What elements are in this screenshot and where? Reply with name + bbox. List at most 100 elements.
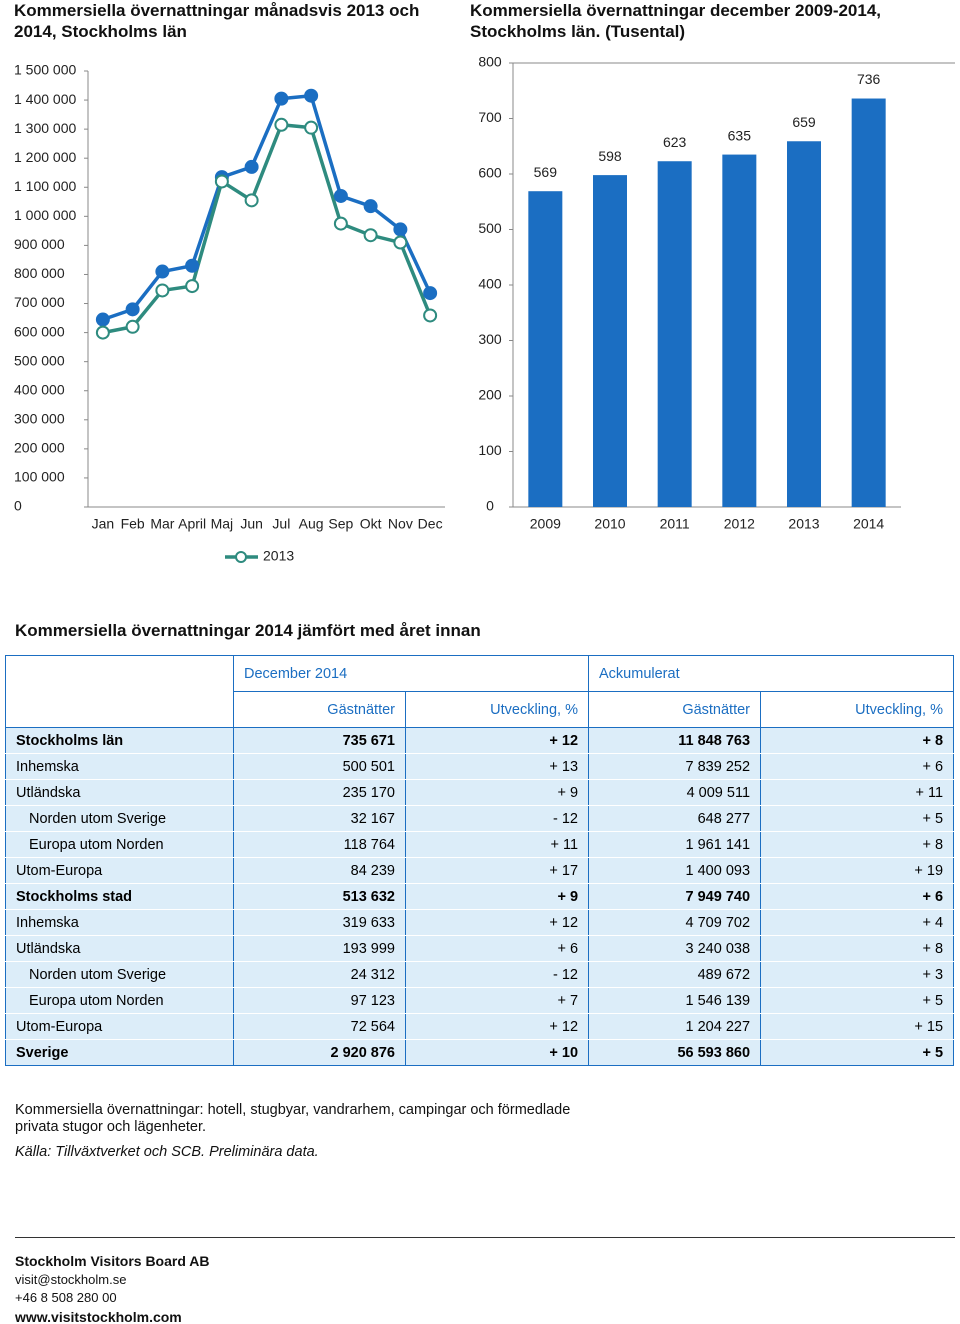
value-label: 598 [598, 148, 622, 164]
marker [304, 88, 319, 103]
column-header: Gästnätter [233, 691, 406, 728]
table-row: Inhemska 500 501 + 13 7 839 252 + 6 [5, 753, 955, 780]
divider [15, 1237, 955, 1238]
legend-marker [235, 551, 247, 563]
cell: 32 167 [233, 805, 406, 832]
column-header: Gästnätter [588, 691, 762, 728]
marker [304, 120, 319, 135]
y-tick-label: 0 [486, 498, 494, 514]
email: visit@stockholm.se [15, 1272, 127, 1287]
cell: 72 564 [233, 1013, 406, 1040]
cell: + 10 [404, 1039, 590, 1066]
cell: 4 709 702 [588, 909, 762, 936]
y-tick-label: 800 [478, 54, 502, 70]
row-label: Europa utom Norden [5, 987, 234, 1014]
cell: 1 204 227 [588, 1013, 762, 1040]
cell: 513 632 [233, 883, 406, 910]
x-tick-label: 2011 [660, 516, 690, 532]
cell: 56 593 860 [588, 1039, 762, 1066]
cell: + 4 [760, 909, 955, 936]
x-tick-label: 2013 [788, 516, 819, 532]
cell: + 8 [760, 727, 955, 754]
y-tick-label: 200 [478, 387, 502, 403]
table-row: Utom-Europa 84 239 + 17 1 400 093 + 19 [5, 857, 955, 884]
value-label: 736 [857, 71, 881, 87]
y-tick-label: 200 000 [14, 440, 65, 456]
column-header: Utveckling, % [760, 691, 955, 728]
marker [393, 235, 408, 250]
cell: + 9 [404, 883, 590, 910]
cell: + 8 [760, 935, 955, 962]
bar [528, 191, 563, 507]
bar [593, 175, 627, 508]
y-tick-label: 400 000 [14, 381, 65, 397]
x-tick-label: Feb [121, 516, 145, 532]
cell: + 9 [404, 779, 590, 806]
table-row: Europa utom Norden 118 764 + 11 1 961 141 + … [5, 831, 955, 858]
source: Källa: Tillväxtverket och SCB. Preliminä… [15, 1144, 319, 1160]
y-tick-label: 300 000 [14, 411, 65, 427]
y-tick-label: 700 [478, 109, 502, 125]
cell: + 6 [760, 753, 955, 780]
cell: 1 546 139 [588, 987, 762, 1014]
chart-title: Kommersiella övernattningar månadsvis 20… [14, 1, 420, 41]
y-tick-label: 700 000 [14, 294, 65, 310]
cell: 1 961 141 [588, 831, 762, 858]
row-label: Stockholms län [5, 727, 234, 754]
y-tick-label: 1 500 000 [14, 62, 76, 78]
cell: - 12 [404, 805, 590, 832]
table-title: Kommersiella övernattningar 2014 jämfört… [15, 621, 481, 640]
y-tick-label: 0 [14, 498, 22, 514]
cell: + 13 [404, 753, 590, 780]
marker [185, 258, 200, 273]
x-tick-label: Jan [92, 516, 115, 532]
marker [333, 188, 348, 203]
row-label: Europa utom Norden [5, 831, 234, 858]
x-tick-label: Aug [299, 516, 324, 532]
cell: - 12 [404, 961, 590, 988]
cell: + 6 [404, 935, 590, 962]
marker [95, 325, 110, 340]
x-tick-label: Mar [150, 516, 174, 532]
phone: +46 8 508 280 00 [15, 1290, 117, 1305]
row-label: Utländska [5, 935, 234, 962]
cell: 3 240 038 [588, 935, 762, 962]
marker [363, 228, 378, 243]
charts: 0 100 000 200 000 300 000 400 000 500 000 600 … [14, 54, 955, 564]
marker [274, 117, 289, 132]
cell: 235 170 [233, 779, 406, 806]
row-label: Utom-Europa [5, 857, 234, 884]
row-label: Norden utom Sverige [5, 961, 234, 988]
x-tick-label: Jul [272, 516, 290, 532]
y-tick-label: 1 400 000 [14, 91, 76, 107]
y-tick-label: 500 [478, 220, 502, 236]
y-tick-label: 600 [478, 165, 502, 181]
series-line [102, 122, 432, 335]
bar [851, 98, 886, 508]
website: www.visitstockholm.com [15, 1309, 182, 1324]
marker [125, 319, 140, 334]
x-tick-label: Maj [211, 516, 234, 532]
x-tick-label: Nov [388, 516, 413, 532]
chart-title: Kommersiella övernattningar december 200… [470, 1, 882, 41]
x-tick-label: Sep [328, 516, 353, 532]
bar [722, 154, 757, 507]
cell: + 5 [760, 1039, 955, 1066]
row-label: Sverige [5, 1039, 234, 1066]
y-tick-label: 1 100 000 [14, 178, 76, 194]
cell: + 11 [760, 779, 955, 806]
cell: 319 633 [233, 909, 406, 936]
cell: 735 671 [233, 727, 406, 754]
cell: 193 999 [233, 935, 406, 962]
y-tick-label: 1 200 000 [14, 149, 76, 165]
cell: + 5 [760, 987, 955, 1014]
row-label: Inhemska [5, 909, 234, 936]
y-tick-label: 500 000 [14, 352, 65, 368]
cell: 489 672 [588, 961, 762, 988]
table-row: Norden utom Sverige 32 167- 12 648 277 + 5 [5, 805, 955, 832]
cell: + 15 [760, 1013, 955, 1040]
value-label: 635 [728, 127, 752, 143]
cell: + 12 [404, 1013, 590, 1040]
